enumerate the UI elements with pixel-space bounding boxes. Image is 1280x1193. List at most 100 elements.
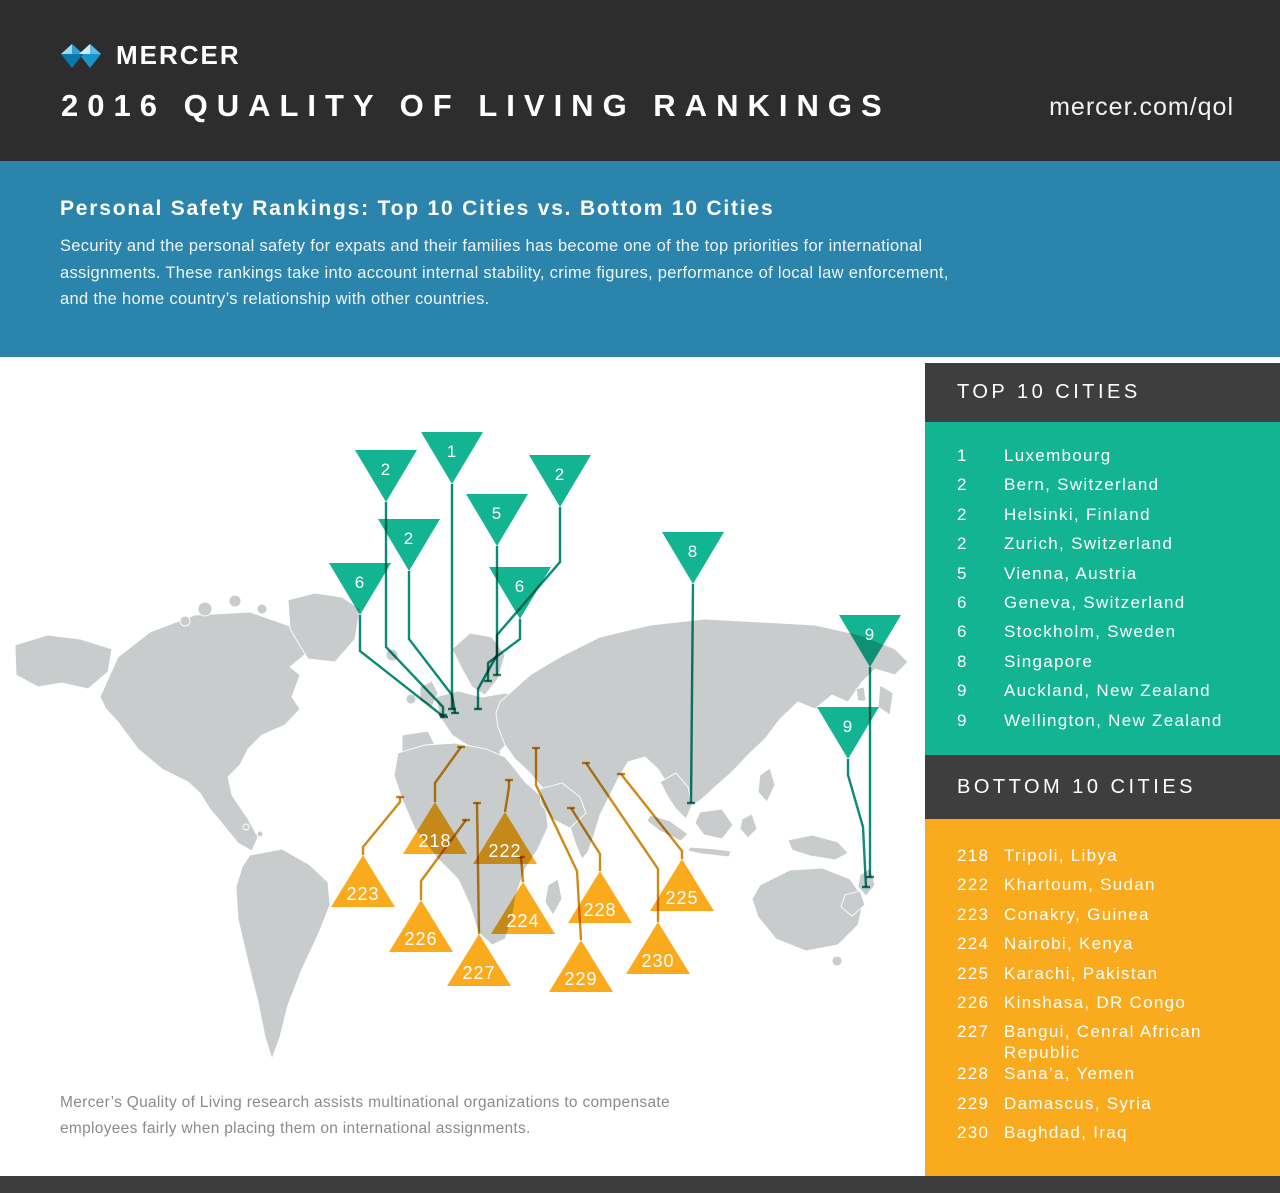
marker-label: 6: [355, 573, 365, 592]
marker-triangle: [650, 859, 714, 911]
header-url-link[interactable]: mercer.com/qol: [1049, 93, 1234, 121]
marker-label: 1: [447, 442, 457, 461]
rank-city: Singapore: [1004, 651, 1094, 671]
marker-label: 226: [404, 929, 437, 949]
continents-layer: [14, 592, 909, 1061]
rank-city: Vienna, Austria: [1004, 563, 1138, 583]
marker-leader-line: [503, 780, 511, 813]
marker-label: 2: [555, 465, 565, 484]
marker-label: 9: [843, 717, 853, 736]
marker-triangle: [549, 940, 613, 992]
marker-triangles: [329, 432, 901, 992]
rank-number: 230: [957, 1123, 990, 1143]
rank-number: 228: [957, 1064, 990, 1084]
marker-triangle: [403, 802, 467, 854]
marker-label: 9: [865, 625, 875, 644]
marker-leader-line: [407, 571, 457, 714]
marker-triangle: [839, 615, 901, 667]
rank-number: 223: [957, 904, 990, 924]
rank-city: Helsinki, Finland: [1004, 504, 1151, 524]
marker-triangle: [421, 432, 483, 484]
top10-title: TOP 10 CITIES: [957, 381, 1141, 403]
rank-number: 2: [957, 534, 968, 554]
rank-number: 226: [957, 992, 990, 1012]
top10-row: 2 Helsinki, Finland: [957, 504, 1266, 533]
rank-number: 229: [957, 1093, 990, 1113]
rank-city: Geneva, Switzerland: [1004, 592, 1186, 612]
marker-leader-line: [361, 797, 402, 855]
top10-list: 1 Luxembourg 2 Bern, Switzerland 2 Helsinki, …: [925, 422, 1280, 755]
bottom10-row: 222 Khartoum, Sudan: [957, 874, 1266, 903]
marker-triangle: [662, 532, 724, 584]
marker-leader-line: [475, 802, 481, 935]
page-header: MERCER 2016 QUALITY OF LIVING RANKINGS m…: [0, 0, 1280, 161]
marker-leader-line: [486, 619, 522, 681]
marker-label: 223: [346, 884, 379, 904]
rank-city: Khartoum, Sudan: [1004, 875, 1156, 895]
marker-leader-line: [689, 583, 695, 804]
marker-triangle: [529, 455, 591, 507]
rank-number: 6: [957, 622, 968, 642]
marker-label: 5: [492, 504, 502, 523]
rank-city: Nairobi, Kenya: [1004, 934, 1134, 954]
rank-number: 225: [957, 963, 990, 983]
marker-leader-line: [620, 773, 684, 859]
marker-triangle: [389, 900, 453, 952]
rank-city: Tripoli, Libya: [1004, 846, 1118, 865]
rank-number: 227: [957, 1022, 990, 1042]
marker-label: 2: [404, 529, 414, 548]
top10-row: 6 Stockholm, Sweden: [957, 621, 1266, 650]
rank-city: Bern, Switzerland: [1004, 475, 1160, 495]
world-map-area: 1 2 2 5 2 6 6 8 9 9 218 222 223 224 225 226 227 228 229 230…: [0, 357, 930, 1176]
marker-triangle: [489, 567, 551, 619]
marker-triangle: [568, 871, 632, 923]
marker-leader-line: [433, 746, 462, 802]
rank-number: 5: [957, 563, 968, 583]
brand-name: MERCER: [116, 40, 241, 70]
marker-leader-line: [384, 502, 445, 715]
rank-number: 9: [957, 681, 968, 701]
rankings-panel: TOP 10 CITIES 1 Luxembourg 2 Bern, Switzerl…: [925, 363, 1280, 1176]
marker-label: 225: [665, 888, 698, 908]
mercer-logo-icon: [61, 43, 101, 68]
marker-label: 6: [515, 577, 525, 596]
marker-label: 227: [462, 963, 495, 983]
bottom10-row: 228 Sana’a, Yemen: [957, 1063, 1266, 1092]
marker-triangle: [817, 707, 879, 759]
bottom10-row: 225 Karachi, Pakistan: [957, 963, 1266, 992]
marker-label: 218: [418, 831, 451, 851]
top10-row: 2 Zurich, Switzerland: [957, 533, 1266, 562]
brand: MERCER: [60, 40, 241, 71]
rank-number: 2: [957, 475, 968, 495]
top10-row: 1 Luxembourg: [957, 445, 1266, 474]
marker-leader-line: [569, 807, 602, 871]
bottom10-header: BOTTOM 10 CITIES: [925, 755, 1280, 819]
rank-city: Damascus, Syria: [1004, 1093, 1152, 1113]
marker-leader-line: [846, 759, 868, 888]
bottom-bar: [0, 1176, 1280, 1193]
rank-number: 1: [957, 446, 968, 465]
marker-triangle: [331, 855, 395, 907]
top10-row: 2 Bern, Switzerland: [957, 474, 1266, 503]
top10-row: 8 Singapore: [957, 651, 1266, 680]
rank-city: Kinshasa, DR Congo: [1004, 992, 1187, 1012]
marker-label: 8: [688, 542, 698, 561]
rank-number: 9: [957, 710, 968, 730]
rank-city: Zurich, Switzerland: [1004, 534, 1174, 554]
marker-triangle: [355, 450, 417, 502]
marker-triangle: [473, 812, 537, 864]
rank-city: Auckland, New Zealand: [1004, 681, 1211, 701]
rank-city: Conakry, Guinea: [1004, 904, 1150, 924]
marker-label: 222: [488, 841, 521, 861]
intro-heading: Personal Safety Rankings: Top 10 Cities …: [60, 197, 775, 220]
marker-triangle: [626, 922, 690, 974]
marker-triangle: [329, 563, 391, 615]
rank-city: Luxembourg: [1004, 446, 1112, 465]
bottom10-row: 227 Bangui, Cenral African Republic: [957, 1021, 1266, 1063]
top10-row: 9 Wellington, New Zealand: [957, 710, 1266, 739]
rank-number: 2: [957, 504, 968, 524]
top10-row: 5 Vienna, Austria: [957, 563, 1266, 592]
rank-number: 218: [957, 846, 990, 865]
